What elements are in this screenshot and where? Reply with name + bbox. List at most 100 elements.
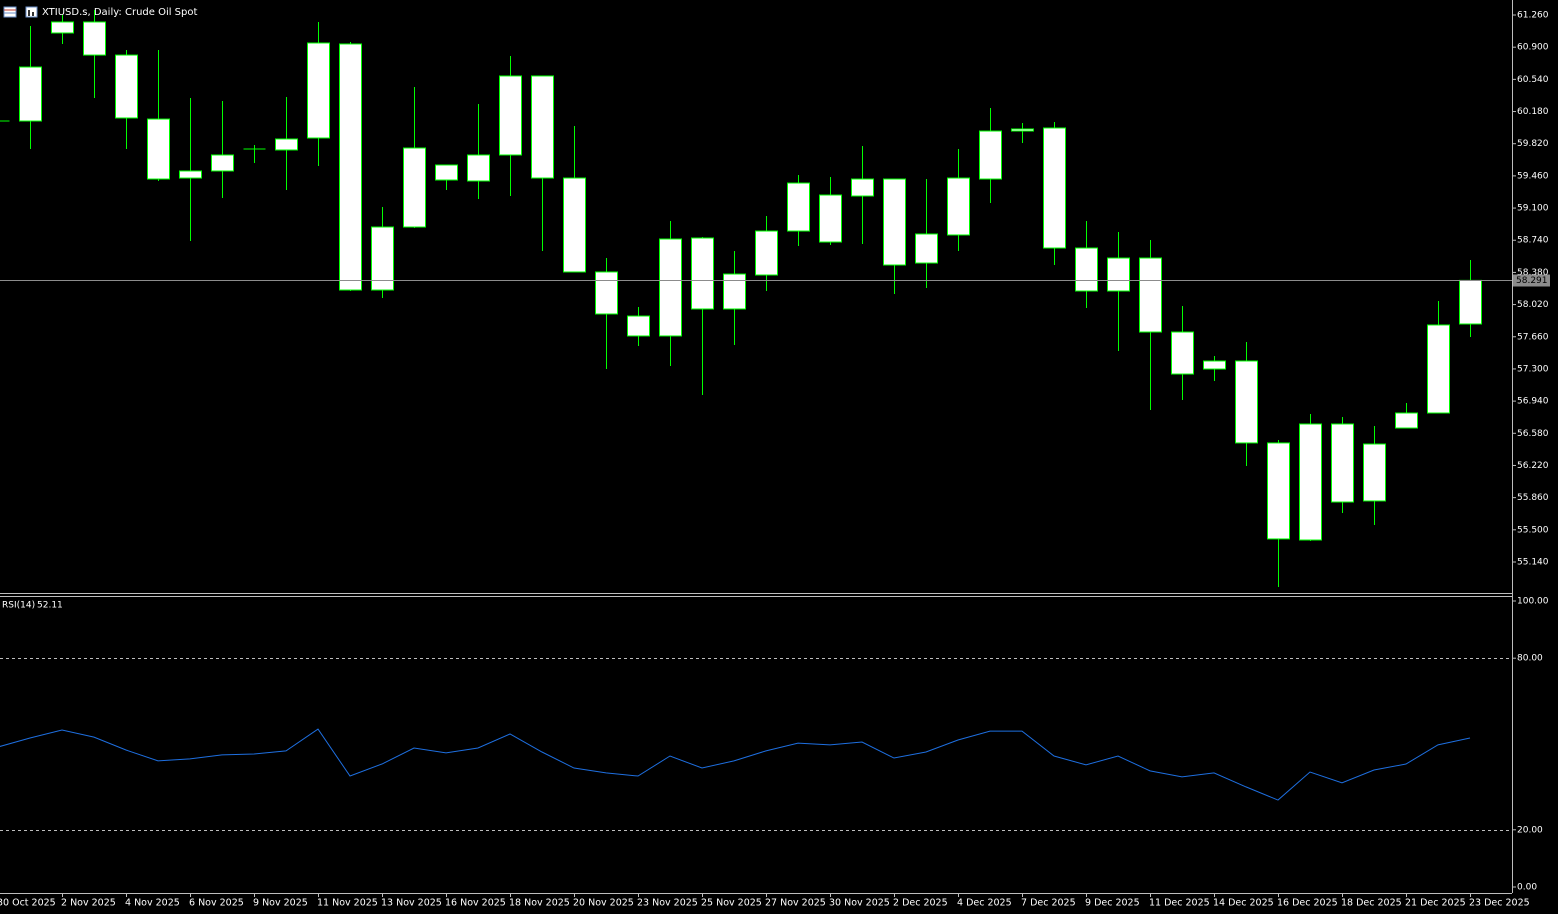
y-tick-label: 59.820	[1517, 139, 1549, 149]
candle-body	[1235, 360, 1258, 444]
candle-body	[1267, 442, 1290, 540]
y-tick-label: 80.00	[1517, 654, 1543, 664]
x-tick-label: 30 Oct 2025	[0, 898, 56, 909]
x-tick-label: 21 Dec 2025	[1405, 898, 1466, 909]
candle-body	[979, 130, 1002, 180]
candle-body	[339, 43, 362, 291]
current-price-box	[1513, 274, 1550, 287]
x-tick-label: 27 Nov 2025	[765, 898, 826, 909]
candle-body	[51, 21, 74, 34]
candle-body	[83, 21, 106, 56]
y-tick-label: 60.180	[1517, 107, 1549, 117]
current-price-label: 58.291	[1516, 276, 1548, 286]
candle-body	[659, 238, 682, 337]
candle-body	[947, 177, 970, 236]
x-tick-label: 11 Nov 2025	[317, 898, 378, 909]
y-tick-label: 60.540	[1517, 75, 1549, 85]
candle-body	[1171, 331, 1194, 375]
x-tick-label: 2 Dec 2025	[893, 898, 948, 909]
y-tick-label: 56.220	[1517, 461, 1549, 471]
x-tick-label: 16 Nov 2025	[445, 898, 506, 909]
x-tick-label: 11 Dec 2025	[1149, 898, 1210, 909]
y-tick-label: 56.580	[1517, 429, 1549, 439]
y-tick-label: 55.500	[1517, 525, 1549, 535]
candle-body	[723, 273, 746, 310]
candle-body	[467, 154, 490, 182]
y-tick-label: 58.020	[1517, 300, 1549, 310]
x-tick-label: 6 Nov 2025	[189, 898, 244, 909]
y-tick-label: 59.100	[1517, 204, 1549, 214]
candle-body	[403, 147, 426, 228]
x-tick-label: 18 Dec 2025	[1341, 898, 1402, 909]
candle-body	[627, 315, 650, 337]
candle-body	[371, 226, 394, 291]
y-tick-label: 55.140	[1517, 557, 1549, 567]
candle-body	[211, 154, 234, 172]
x-tick-label: 4 Dec 2025	[957, 898, 1012, 909]
indicator-name: RSI(14)	[2, 601, 35, 611]
x-tick-label: 16 Dec 2025	[1277, 898, 1338, 909]
x-tick-label: 23 Dec 2025	[1469, 898, 1530, 909]
candle-body	[19, 66, 42, 122]
y-tick-label: 60.900	[1517, 43, 1549, 53]
candle-body	[1139, 257, 1162, 333]
x-tick-label: 4 Nov 2025	[125, 898, 180, 909]
candle-body	[915, 233, 938, 264]
candle-body	[1331, 423, 1354, 503]
candle-body	[179, 170, 202, 179]
y-tick-label: 57.300	[1517, 364, 1549, 374]
candle-body	[1427, 324, 1450, 414]
x-tick-label: 18 Nov 2025	[509, 898, 570, 909]
title-icons	[3, 6, 38, 18]
candle-body	[275, 138, 298, 151]
indicator-value: 52.11	[37, 601, 63, 611]
x-tick-label: 25 Nov 2025	[701, 898, 762, 909]
candle-body	[1011, 128, 1034, 132]
candle-body	[1363, 443, 1386, 502]
x-tick-label: 23 Nov 2025	[637, 898, 698, 909]
chart-title: XTIUSD.s, Daily: Crude Oil Spot	[42, 7, 197, 18]
y-tick-label: 58.380	[1517, 268, 1549, 278]
candle-body	[531, 75, 554, 179]
candle-body	[691, 237, 714, 310]
candle-body	[1299, 423, 1322, 541]
candle-body	[1075, 247, 1098, 292]
y-tick-label: 58.740	[1517, 236, 1549, 246]
x-tick-label: 13 Nov 2025	[381, 898, 442, 909]
y-tick-label: 61.260	[1517, 11, 1549, 21]
x-tick-label: 9 Nov 2025	[253, 898, 308, 909]
candle-body	[819, 194, 842, 243]
y-tick-label: 20.00	[1517, 825, 1543, 835]
y-tick-label: 56.940	[1517, 397, 1549, 407]
candle-body	[595, 271, 618, 315]
candle-body	[755, 230, 778, 276]
x-tick-label: 20 Nov 2025	[573, 898, 634, 909]
candle-body	[1203, 360, 1226, 370]
candle-body	[147, 118, 170, 180]
candle-body	[563, 177, 586, 273]
candle-body	[435, 164, 458, 181]
rsi-line	[0, 728, 1471, 801]
candle-body	[499, 75, 522, 156]
x-tick-label: 9 Dec 2025	[1085, 898, 1140, 909]
y-tick-label: 100.00	[1517, 597, 1549, 607]
y-tick-label: 0.00	[1517, 882, 1537, 892]
candle-body	[115, 54, 138, 119]
candle-body	[883, 178, 906, 266]
y-tick-label: 55.860	[1517, 493, 1549, 503]
candle-body	[1459, 279, 1482, 325]
candle-body	[787, 182, 810, 232]
x-tick-label: 2 Nov 2025	[61, 898, 116, 909]
y-tick-label: 57.660	[1517, 332, 1549, 342]
y-tick-label: 59.460	[1517, 171, 1549, 181]
candle-body	[851, 178, 874, 197]
candle-body	[307, 42, 330, 139]
x-tick-label: 14 Dec 2025	[1213, 898, 1274, 909]
candle-body	[1107, 257, 1130, 292]
candle-body	[1043, 127, 1066, 249]
candle-body	[1395, 412, 1418, 429]
x-tick-label: 7 Dec 2025	[1021, 898, 1076, 909]
